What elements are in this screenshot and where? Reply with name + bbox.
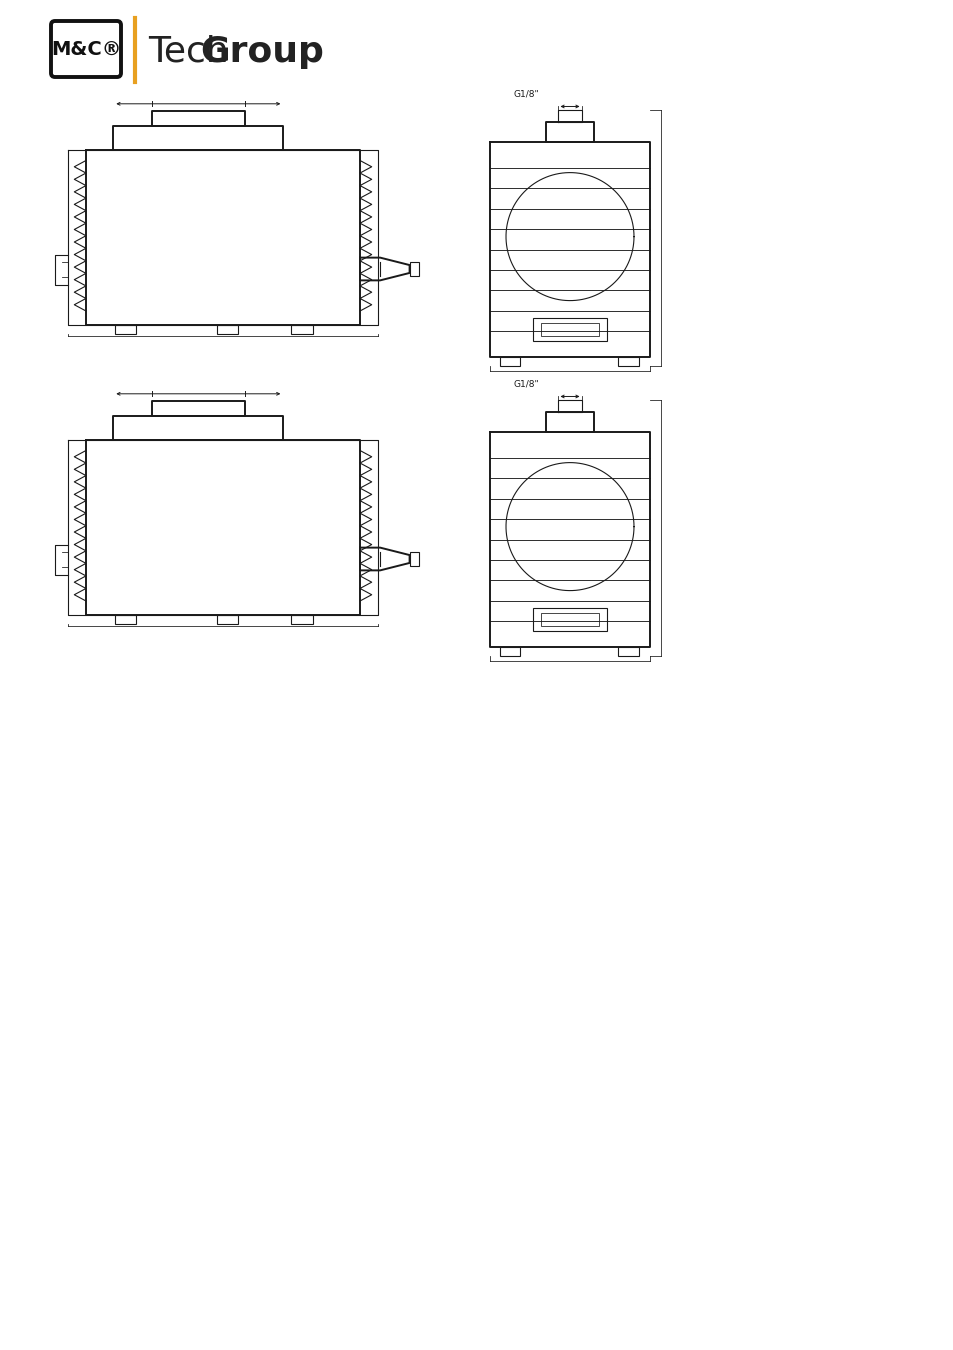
Bar — [618, 356, 639, 366]
Bar — [499, 356, 519, 366]
Text: Tech: Tech — [148, 35, 229, 69]
Bar — [216, 616, 238, 624]
Bar — [114, 616, 136, 624]
Bar — [618, 647, 639, 656]
Bar — [540, 323, 598, 336]
Text: G1/8": G1/8" — [514, 89, 539, 99]
Bar — [540, 613, 598, 626]
Text: M&C®: M&C® — [51, 39, 121, 58]
Bar — [291, 616, 313, 624]
Bar — [533, 319, 606, 342]
Bar — [216, 325, 238, 333]
Bar — [499, 647, 519, 656]
Bar — [409, 552, 418, 566]
Bar — [114, 325, 136, 333]
Text: G1/8": G1/8" — [514, 379, 539, 389]
Bar — [409, 262, 418, 277]
Bar — [291, 325, 313, 333]
Text: Group: Group — [200, 35, 323, 69]
Bar — [533, 609, 606, 630]
